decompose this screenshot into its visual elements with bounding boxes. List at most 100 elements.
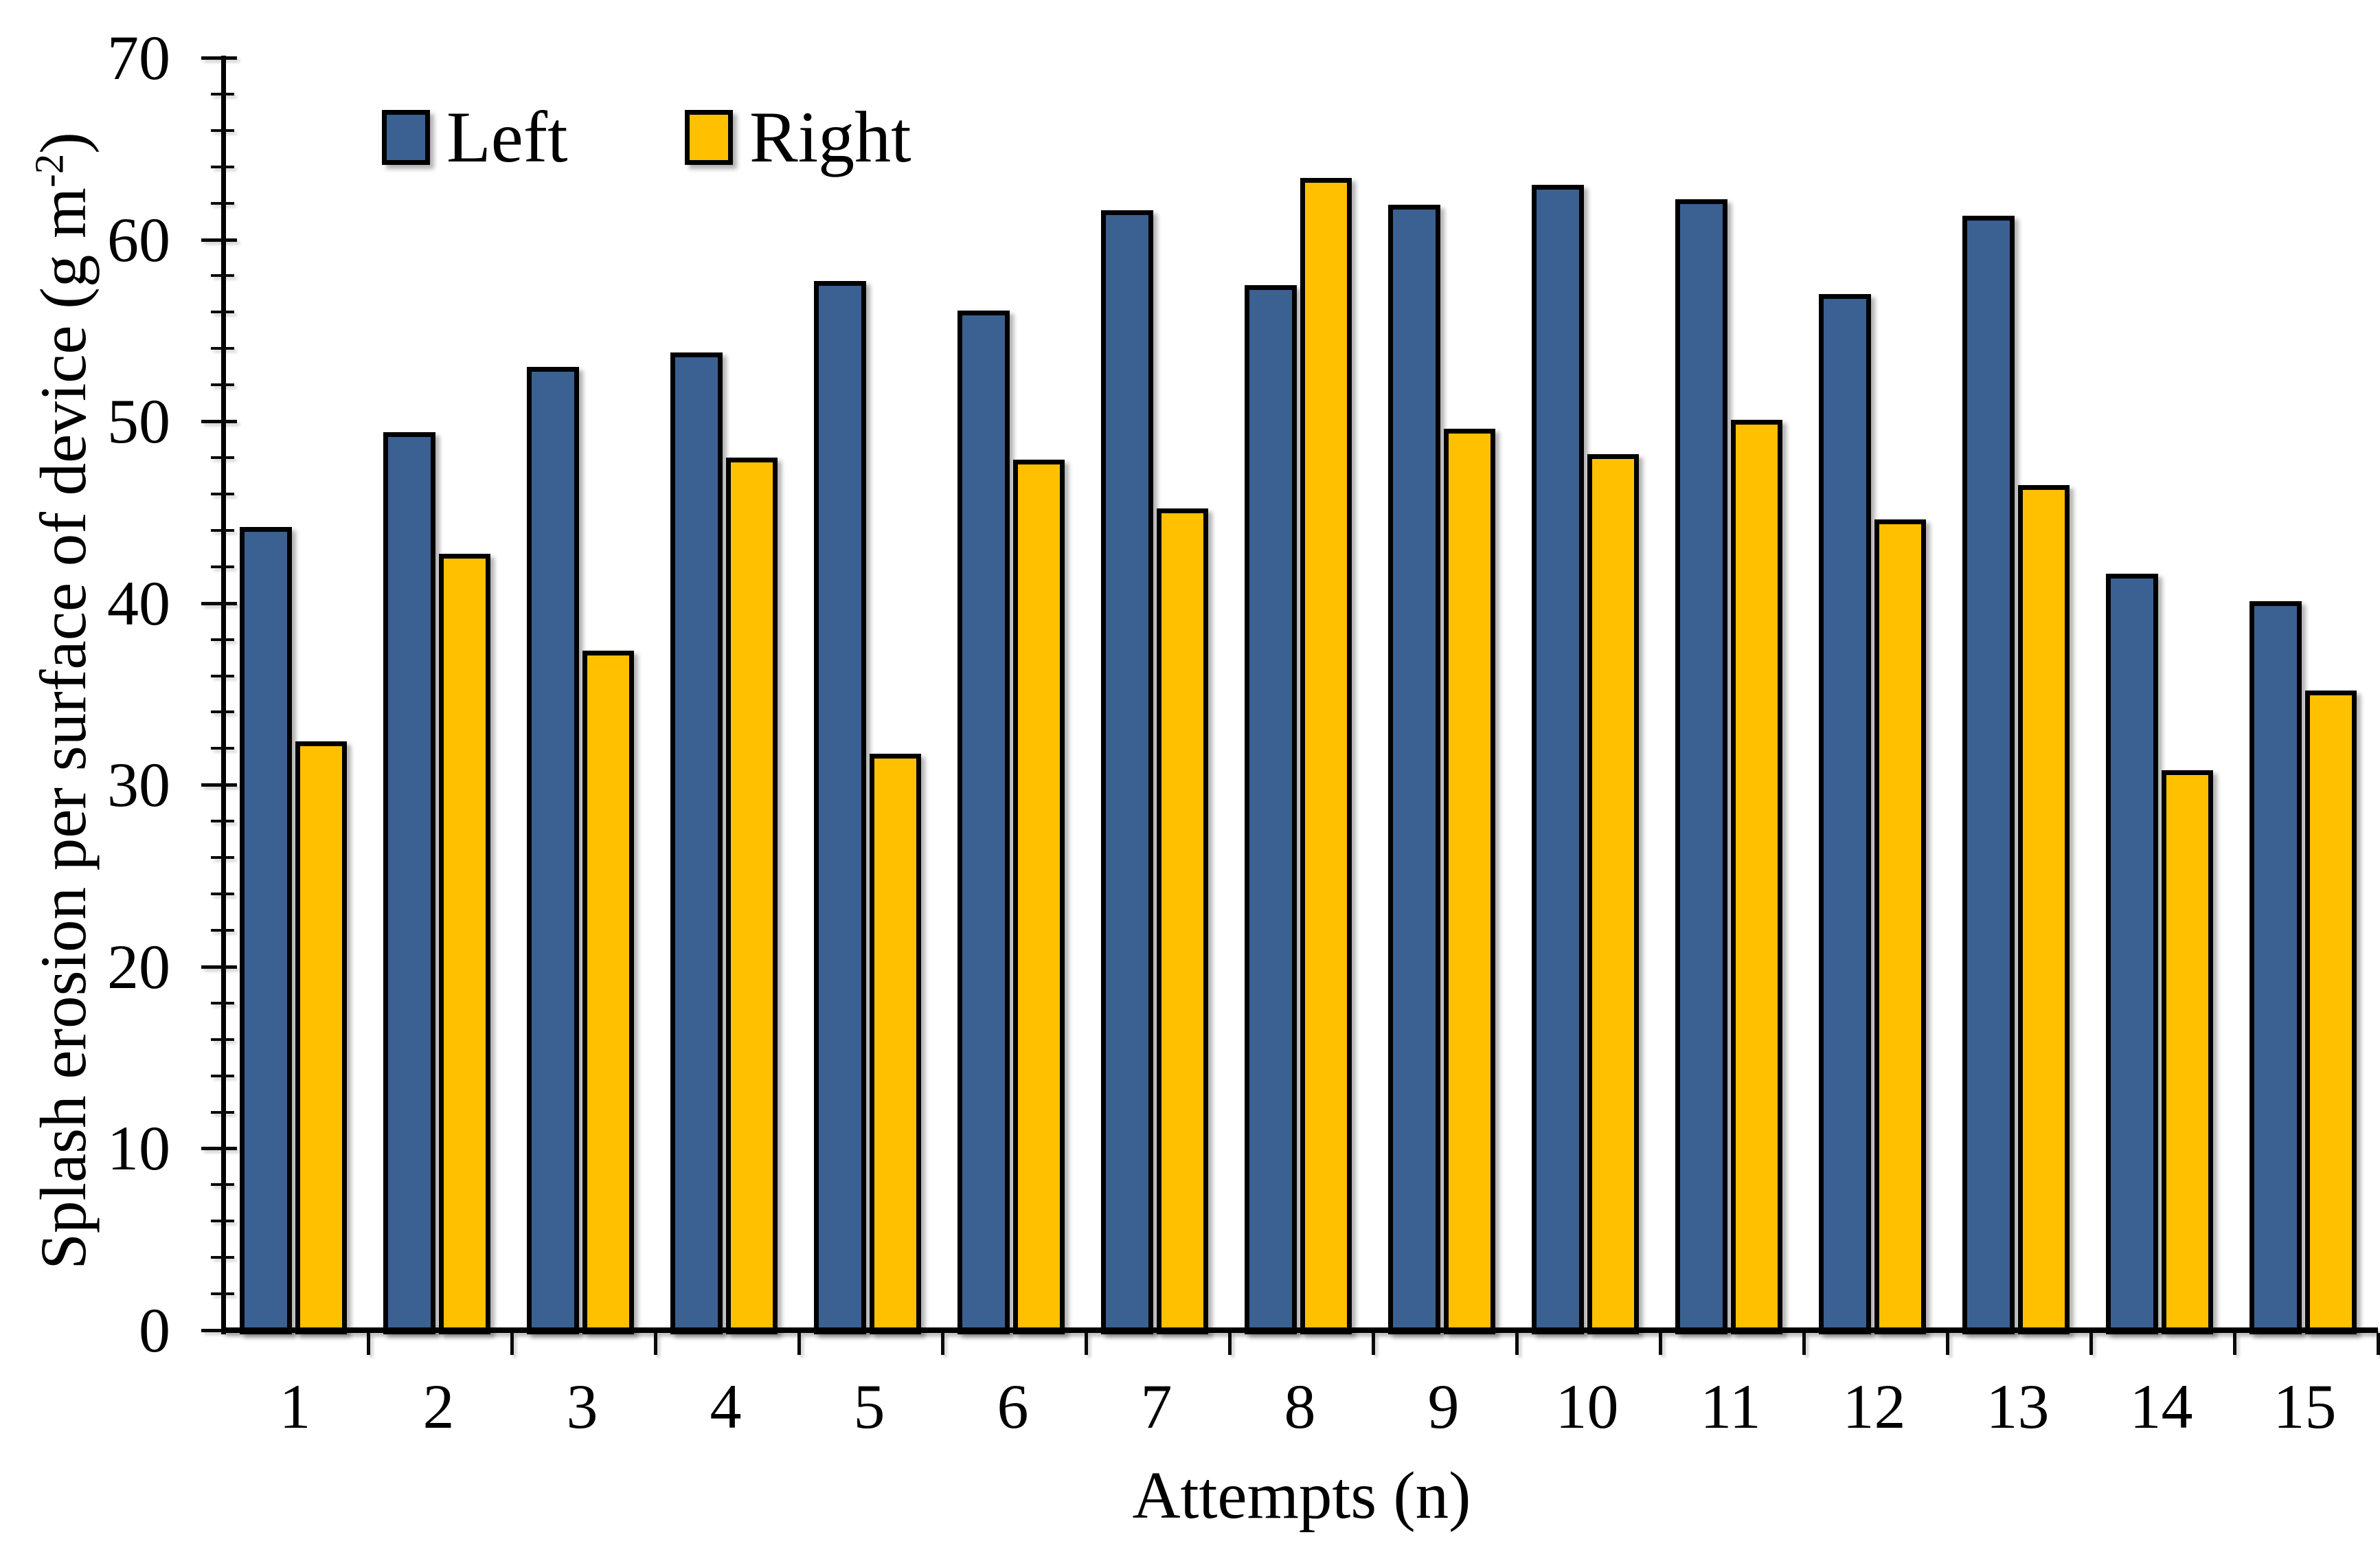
x-tick-11: [1802, 1333, 1806, 1355]
y-axis-title-close: ): [27, 132, 100, 154]
y-minor-tick-4: [211, 1256, 234, 1259]
y-minor-tick-18: [211, 1001, 234, 1005]
x-tick-8: [1372, 1333, 1375, 1355]
y-minor-tick-58: [211, 274, 234, 278]
bar-left-12: [1819, 293, 1871, 1334]
x-tick-3: [654, 1333, 657, 1355]
y-major-tick-10: [201, 1147, 237, 1151]
x-axis-line: [221, 1327, 2378, 1333]
y-minor-tick-36: [211, 674, 234, 677]
legend-item-left: Left: [382, 96, 568, 179]
y-minor-tick-28: [211, 820, 234, 823]
y-minor-tick-48: [211, 456, 234, 460]
y-minor-tick-56: [211, 311, 234, 314]
y-major-tick-50: [201, 420, 237, 424]
x-tick-label-11: 11: [1700, 1371, 1761, 1442]
x-tick-label-7: 7: [1140, 1371, 1172, 1442]
bar-right-8: [1300, 177, 1352, 1334]
y-tick-label-50: 50: [107, 386, 170, 457]
y-tick-label-0: 0: [139, 1295, 170, 1365]
y-minor-tick-12: [211, 1110, 234, 1114]
y-minor-tick-8: [211, 1183, 234, 1187]
y-tick-label-70: 70: [107, 23, 170, 93]
bar-right-4: [726, 458, 778, 1334]
bar-right-2: [439, 554, 490, 1334]
x-axis-title: Attempts (n): [1132, 1459, 1471, 1532]
x-tick-label-12: 12: [1842, 1371, 1906, 1442]
y-tick-label-20: 20: [107, 931, 170, 1002]
y-minor-tick-54: [211, 347, 234, 350]
y-major-tick-60: [201, 238, 237, 242]
x-tick-label-5: 5: [853, 1371, 885, 1442]
y-axis-title-superscript: -2: [27, 153, 72, 188]
bar-right-12: [1874, 519, 1926, 1334]
y-minor-tick-68: [211, 92, 234, 96]
x-tick-label-4: 4: [710, 1371, 742, 1442]
y-minor-tick-44: [211, 528, 234, 532]
bar-right-10: [1587, 453, 1639, 1334]
legend-swatch-right: [685, 110, 733, 165]
bar-left-15: [2249, 601, 2302, 1334]
y-minor-tick-46: [211, 492, 234, 495]
bar-left-2: [383, 432, 435, 1334]
x-tick-label-10: 10: [1555, 1371, 1619, 1442]
y-major-tick-0: [201, 1329, 237, 1332]
bar-left-6: [957, 310, 1010, 1334]
bar-right-9: [1444, 428, 1495, 1334]
x-tick-label-14: 14: [2129, 1371, 2193, 1442]
x-tick-12: [1946, 1333, 1949, 1355]
y-minor-tick-52: [211, 383, 234, 387]
x-tick-9: [1515, 1333, 1519, 1355]
y-tick-label-10: 10: [107, 1113, 170, 1184]
bar-left-5: [814, 281, 866, 1334]
bar-right-6: [1013, 459, 1065, 1334]
x-tick-label-15: 15: [2273, 1371, 2337, 1442]
x-tick-label-8: 8: [1284, 1371, 1316, 1442]
legend-item-right: Right: [685, 96, 911, 179]
bar-left-10: [1532, 185, 1584, 1334]
bar-right-13: [2018, 484, 2070, 1334]
bar-left-11: [1675, 199, 1727, 1334]
y-minor-tick-42: [211, 565, 234, 568]
bar-left-7: [1101, 210, 1153, 1334]
y-minor-tick-6: [211, 1220, 234, 1223]
y-minor-tick-32: [211, 747, 234, 750]
bar-right-5: [870, 754, 921, 1334]
bar-left-8: [1245, 284, 1297, 1334]
legend-label-left: Left: [446, 97, 568, 177]
x-tick-7: [1228, 1333, 1232, 1355]
x-tick-label-2: 2: [422, 1371, 455, 1442]
x-tick-6: [1085, 1333, 1088, 1355]
legend-label-right: Right: [749, 97, 911, 177]
bar-right-7: [1157, 508, 1208, 1334]
y-tick-label-60: 60: [107, 204, 170, 275]
bar-right-11: [1731, 419, 1782, 1334]
y-major-tick-30: [201, 783, 237, 787]
bar-right-3: [582, 650, 634, 1334]
x-tick-4: [797, 1333, 801, 1355]
y-minor-tick-22: [211, 928, 234, 932]
y-minor-tick-26: [211, 856, 234, 860]
bar-right-14: [2162, 770, 2213, 1334]
x-tick-label-1: 1: [279, 1371, 311, 1442]
x-tick-2: [510, 1333, 514, 1355]
x-tick-10: [1659, 1333, 1662, 1355]
x-tick-label-13: 13: [1986, 1371, 2050, 1442]
bar-right-15: [2305, 690, 2357, 1334]
y-tick-label-30: 30: [107, 750, 170, 820]
bar-left-14: [2106, 574, 2158, 1334]
bar-left-1: [240, 526, 292, 1334]
x-tick-14: [2233, 1333, 2236, 1355]
bar-right-1: [295, 741, 347, 1334]
y-major-tick-20: [201, 965, 237, 969]
bar-left-3: [527, 366, 579, 1334]
y-minor-tick-38: [211, 638, 234, 641]
x-tick-5: [941, 1333, 944, 1355]
x-tick-label-6: 6: [997, 1371, 1029, 1442]
y-minor-tick-66: [211, 128, 234, 132]
y-minor-tick-24: [211, 893, 234, 896]
x-tick-13: [2089, 1333, 2093, 1355]
bar-left-13: [1962, 216, 2015, 1334]
x-tick-label-9: 9: [1427, 1371, 1460, 1442]
